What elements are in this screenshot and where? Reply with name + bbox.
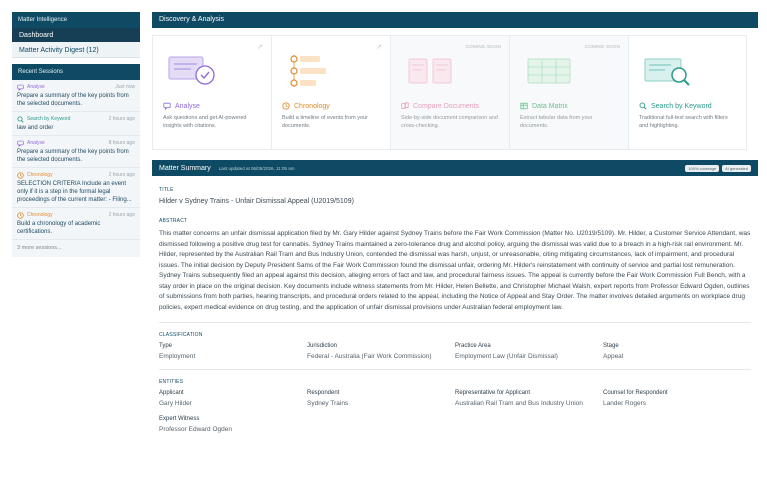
entities-grid-2: Expert Witness Professor Edward Ogden	[159, 416, 751, 433]
card-chronology[interactable]: ↗ Chronology Build a timeline of events …	[271, 35, 390, 150]
session-text: law and order	[17, 125, 54, 131]
field-value: Federal - Australia (Fair Work Commissio…	[307, 353, 432, 360]
more-sessions-link[interactable]: 3 more sessions...	[17, 245, 62, 251]
compare-icon	[401, 102, 409, 110]
session-text: SELECTION CRITERIA Include an event only…	[17, 181, 132, 203]
discovery-header: Discovery & Analysis	[152, 12, 758, 28]
search-icon	[17, 116, 24, 123]
field-value: Australian Rail Tram and Bus Industry Un…	[455, 400, 583, 407]
divider	[159, 322, 751, 323]
card-title: Search by Keyword	[651, 102, 712, 110]
session-item[interactable]: Analyse Just now Prepare a summary of th…	[12, 80, 140, 112]
card-description: Build a timeline of events from your doc…	[282, 115, 368, 129]
card-data-matrix: COMING SOON Data Matrix Extract tabular …	[509, 35, 628, 150]
sidebar: Matter Intelligence Dashboard Matter Act…	[12, 12, 140, 257]
sidebar-header: Matter Intelligence	[12, 12, 140, 28]
tool-cards: ↗ Analyse Ask questions and get AI-power…	[152, 35, 758, 150]
session-time: Just now	[115, 84, 135, 90]
field-value: Sydney Trains	[307, 400, 349, 407]
data-matrix-illustration	[520, 47, 618, 97]
session-item[interactable]: Analyse 8 hours ago Prepare a summary of…	[12, 136, 140, 168]
search-icon	[639, 102, 647, 110]
abstract-label: ABSTRACT	[159, 218, 188, 224]
table-icon	[520, 102, 528, 110]
card-description: Side-by-side document comparison and cro…	[401, 115, 498, 129]
abstract-text: This matter concerns an unfair dismissal…	[159, 230, 751, 311]
field-label: Stage	[603, 343, 619, 349]
field-value: Professor Edward Ogden	[159, 426, 232, 433]
session-type: Search by Keyword	[27, 116, 71, 122]
analyse-illustration	[163, 47, 261, 97]
chat-icon	[17, 140, 24, 147]
field-label: Jurisdiction	[307, 343, 338, 349]
session-item[interactable]: Chronology 2 hours ago Build a chronolog…	[12, 208, 140, 240]
main-content: Discovery & Analysis ↗ Analyse Ask quest…	[152, 12, 758, 433]
chronology-illustration	[282, 47, 380, 97]
ai-generated-badge: AI generated	[722, 164, 751, 172]
field-label: Expert Witness	[159, 416, 200, 422]
session-text: Prepare a summary of the key points from…	[17, 93, 129, 107]
chat-icon	[163, 102, 171, 110]
clock-icon	[17, 172, 24, 179]
clock-icon	[17, 212, 24, 219]
card-title: Chronology	[294, 102, 330, 110]
compare-illustration	[401, 47, 499, 97]
field-label: Counsel for Respondent	[603, 390, 668, 396]
chat-icon	[17, 84, 24, 91]
session-item[interactable]: Chronology 2 hours ago SELECTION CRITERI…	[12, 168, 140, 208]
field-label: Representative for Applicant	[455, 390, 531, 396]
field-label: Applicant	[159, 390, 184, 396]
sidebar-item-dashboard[interactable]: Dashboard	[12, 28, 140, 42]
recent-sessions-header: Recent Sessions	[12, 64, 140, 80]
coming-soon-tag: COMING SOON	[584, 44, 620, 49]
entities-label: ENTITIES	[159, 379, 184, 385]
matter-summary-title: Matter Summary	[159, 164, 211, 172]
entities-grid: Applicant Gary Hilder Respondent Sydney Tr…	[159, 390, 751, 407]
field-label: Practice Area	[455, 343, 491, 349]
session-type: Analyse	[27, 140, 45, 146]
field-label: Respondent	[307, 390, 340, 396]
recent-sessions: Recent Sessions Analyse Just now Prepare…	[12, 64, 140, 257]
search-illustration	[639, 47, 736, 97]
session-item[interactable]: Search by Keyword 2 hours ago law and or…	[12, 112, 140, 136]
session-type: Analyse	[27, 84, 45, 90]
field-value: Employment	[159, 353, 196, 360]
session-time: 2 hours ago	[108, 172, 135, 178]
clock-icon	[282, 102, 290, 110]
classification-label: CLASSIFICATION	[159, 332, 203, 338]
last-updated: Last updated at 06/05/2026, 11:05 am	[218, 165, 295, 171]
divider	[159, 369, 751, 370]
field-value: Appeal	[603, 353, 624, 360]
matter-title: Hilder v Sydney Trains - Unfair Dismissa…	[159, 198, 354, 205]
card-description: Traditional full-text search with filter…	[639, 115, 728, 129]
coverage-badge: 100% coverage	[685, 164, 720, 172]
external-arrow-icon: ↗	[257, 44, 263, 51]
session-text: Prepare a summary of the key points from…	[17, 149, 129, 163]
session-time: 8 hours ago	[108, 140, 135, 146]
card-title: Data Matrix	[532, 102, 568, 110]
field-value: Gary Hilder	[159, 400, 192, 407]
card-description: Extract tabular data from your documents…	[520, 115, 593, 129]
session-type: Chronology	[27, 172, 53, 178]
field-value: Employment Law (Unfair Dismissal)	[455, 353, 558, 360]
card-compare-documents: COMING SOON Compare Documents Side-by-si…	[390, 35, 509, 150]
session-type: Chronology	[27, 212, 53, 218]
card-title: Analyse	[175, 102, 200, 110]
matter-summary-header: Matter Summary Last updated at 06/05/202…	[152, 160, 758, 176]
card-search-by-keyword[interactable]: Search by Keyword Traditional full-text …	[628, 35, 747, 150]
classification-grid: Type Employment Jurisdiction Federal - Aus…	[159, 343, 751, 360]
field-label: Type	[159, 343, 173, 349]
external-arrow-icon: ↗	[376, 44, 382, 51]
session-time: 2 hours ago	[108, 212, 135, 218]
card-description: Ask questions and get AI-powered insight…	[163, 115, 247, 129]
coming-soon-tag: COMING SOON	[465, 44, 501, 49]
sidebar-item-activity-digest[interactable]: Matter Activity Digest (12)	[12, 42, 140, 58]
session-text: Build a chronology of academic certifica…	[17, 221, 101, 235]
summary-body: TITLE Hilder v Sydney Trains - Unfair Di…	[152, 187, 758, 433]
field-value: Lander Rogers	[603, 400, 646, 407]
card-analyse[interactable]: ↗ Analyse Ask questions and get AI-power…	[152, 35, 271, 150]
session-time: 2 hours ago	[108, 116, 135, 122]
title-label: TITLE	[159, 187, 174, 193]
card-title: Compare Documents	[413, 102, 480, 110]
